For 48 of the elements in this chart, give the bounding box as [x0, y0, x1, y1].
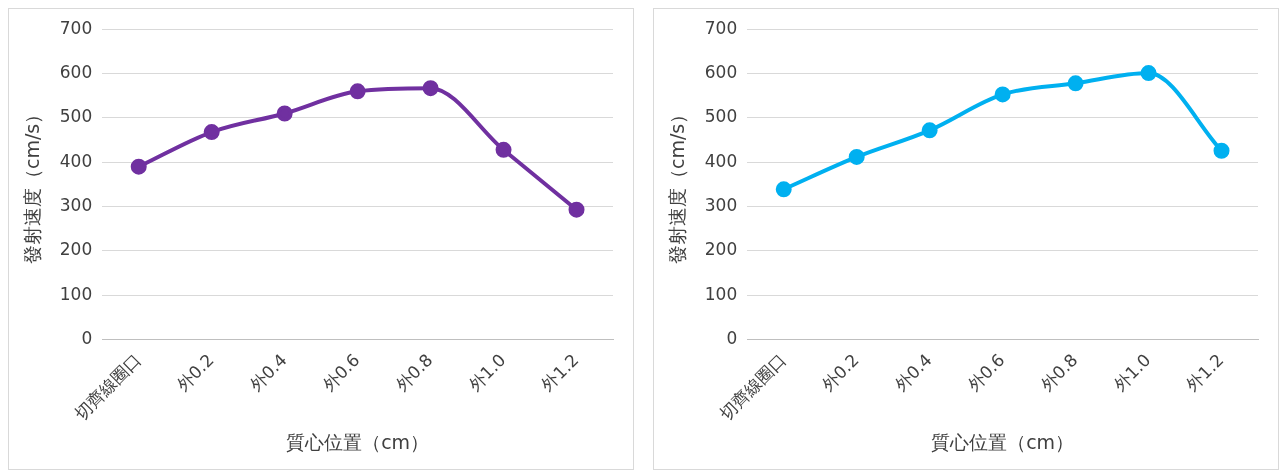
point: [203, 124, 220, 141]
y-tick-label: 0: [81, 328, 93, 349]
x-tick-label: 外1.0: [1109, 349, 1155, 395]
y-tick-label: 300: [704, 195, 738, 216]
point: [495, 141, 512, 158]
point: [349, 83, 366, 100]
point: [130, 158, 147, 175]
point: [775, 181, 792, 198]
y-tick-label: 400: [59, 150, 93, 171]
point: [994, 86, 1011, 103]
y-tick-label: 200: [704, 239, 738, 260]
y-tick-label: 500: [704, 106, 738, 127]
point: [422, 80, 439, 97]
y-tick-label: 700: [59, 17, 93, 38]
y-tick-label: 400: [704, 150, 738, 171]
point: [1213, 142, 1230, 159]
y-tick-label: 200: [59, 239, 93, 260]
x-tick-label: 切齊線圈口: [715, 349, 790, 424]
y-tick-label: 600: [59, 61, 93, 82]
point: [848, 148, 865, 165]
x-tick-label: 切齊線圈口: [70, 349, 145, 424]
y-tick-label: 0: [726, 328, 738, 349]
y-tick-label: 600: [704, 61, 738, 82]
x-tick-label: 外0.8: [1036, 349, 1082, 395]
point: [276, 105, 293, 122]
x-tick-label: 外1.2: [1182, 349, 1228, 395]
x-tick-label: 外0.6: [318, 349, 364, 395]
point: [921, 122, 938, 139]
y-axis-title: 發射速度（cm/s）: [21, 104, 44, 265]
point: [1067, 75, 1084, 92]
y-axis-title: 發射速度（cm/s）: [666, 104, 689, 265]
x-tick-label: 外1.0: [464, 349, 510, 395]
x-axis-title: 質心位置（cm）: [931, 430, 1075, 453]
y-tick-label: 300: [59, 195, 93, 216]
x-tick-label: 外0.4: [245, 349, 291, 395]
y-tick-label: 700: [704, 17, 738, 38]
x-tick-label: 外0.4: [890, 349, 936, 395]
x-tick-label: 外0.2: [817, 349, 863, 395]
point: [568, 201, 585, 218]
x-tick-label: 外0.8: [391, 349, 437, 395]
x-tick-label: 外0.6: [963, 349, 1009, 395]
y-tick-label: 500: [59, 106, 93, 127]
x-tick-label: 外1.2: [537, 349, 583, 395]
y-tick-label: 100: [704, 283, 738, 304]
point: [1140, 65, 1157, 82]
y-tick-label: 100: [59, 283, 93, 304]
x-tick-label: 外0.2: [172, 349, 218, 395]
x-axis-title: 質心位置（cm）: [286, 430, 430, 453]
